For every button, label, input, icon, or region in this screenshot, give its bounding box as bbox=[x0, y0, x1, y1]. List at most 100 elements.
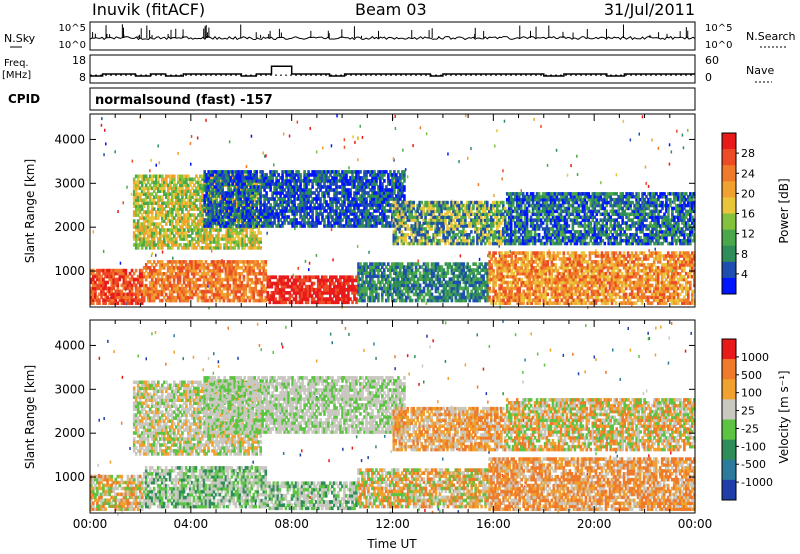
echo-cell bbox=[282, 284, 286, 289]
echo-cell bbox=[550, 271, 554, 276]
echo-cell bbox=[142, 272, 146, 276]
echo-cell bbox=[359, 271, 362, 276]
echo-cell bbox=[106, 295, 109, 300]
echo-cell bbox=[393, 298, 396, 303]
echo-cell bbox=[239, 228, 242, 232]
echo-cell bbox=[622, 260, 626, 264]
echo-cell bbox=[542, 251, 546, 255]
echo-cell bbox=[666, 274, 670, 279]
echo-cell bbox=[150, 269, 154, 273]
echo-cell bbox=[181, 177, 184, 182]
echo-cell bbox=[648, 269, 652, 273]
echo-cell bbox=[582, 266, 586, 270]
echo-cell bbox=[480, 274, 483, 279]
echo-cell bbox=[243, 222, 246, 226]
echo-cell bbox=[458, 286, 462, 291]
echo-cell bbox=[146, 192, 150, 196]
echo-cell bbox=[494, 301, 497, 305]
echo-cell bbox=[636, 280, 640, 285]
echo-cell bbox=[234, 289, 238, 294]
echo-cell bbox=[92, 295, 95, 300]
echo-cell bbox=[220, 292, 224, 297]
echo-cell bbox=[572, 260, 576, 264]
echo-speck bbox=[576, 173, 579, 176]
echo-cell bbox=[142, 204, 146, 208]
echo-cell bbox=[218, 280, 222, 285]
echo-cell bbox=[534, 289, 538, 294]
echo-speck bbox=[647, 184, 650, 188]
echo-cell bbox=[320, 294, 324, 298]
echo-cell bbox=[478, 292, 481, 297]
echo-cell bbox=[177, 213, 180, 217]
echo-cell bbox=[658, 298, 662, 303]
echo-cell bbox=[490, 257, 493, 261]
echo-cell bbox=[158, 289, 162, 294]
echo-cell bbox=[216, 269, 220, 273]
echo-cell bbox=[528, 274, 532, 279]
echo-cell bbox=[159, 186, 162, 191]
echo-cell bbox=[155, 228, 158, 232]
echo-cell bbox=[538, 266, 542, 270]
echo-cell bbox=[510, 283, 514, 288]
echo-cell bbox=[412, 280, 416, 285]
echo-cell bbox=[578, 260, 582, 264]
echo-cell bbox=[220, 269, 224, 273]
echo-cell bbox=[658, 251, 662, 255]
echo-cell bbox=[602, 292, 606, 297]
echo-cell bbox=[568, 280, 572, 285]
echo-cell bbox=[496, 298, 499, 303]
echo-cell bbox=[452, 289, 456, 294]
echo-cell bbox=[209, 200, 212, 204]
echo-cell bbox=[548, 277, 552, 282]
echo-cell bbox=[136, 198, 140, 202]
echo-speck bbox=[641, 115, 644, 119]
echo-cell bbox=[205, 221, 208, 225]
echo-cell bbox=[418, 286, 422, 291]
echo-cell bbox=[578, 277, 582, 282]
echo-cell bbox=[157, 246, 160, 250]
echo-cell bbox=[260, 283, 264, 288]
echo-cell bbox=[124, 286, 128, 291]
echo-cell bbox=[683, 254, 686, 258]
echo-cell bbox=[642, 251, 646, 255]
echo-cell bbox=[163, 183, 166, 188]
echo-cell bbox=[508, 289, 512, 294]
echo-cell bbox=[178, 286, 182, 291]
echo-cell bbox=[482, 280, 485, 285]
echo-cell bbox=[566, 251, 570, 255]
echo-cell bbox=[152, 234, 156, 238]
echo-cell bbox=[114, 277, 118, 282]
echo-cell bbox=[540, 277, 544, 282]
echo-cell bbox=[532, 298, 536, 303]
echo-cell bbox=[526, 254, 530, 258]
echo-cell bbox=[357, 280, 360, 285]
echo-cell bbox=[329, 278, 332, 283]
echo-cell bbox=[687, 263, 690, 267]
echo-cell bbox=[199, 174, 202, 179]
echo-cell bbox=[638, 263, 642, 267]
echo-cell bbox=[170, 283, 174, 288]
echo-cell bbox=[586, 274, 590, 279]
echo-cell bbox=[236, 263, 240, 267]
echo-cell bbox=[566, 277, 570, 282]
echo-cell bbox=[624, 280, 628, 285]
echo-cell bbox=[534, 266, 538, 270]
echo-cell bbox=[514, 263, 518, 267]
echo-cell bbox=[205, 206, 208, 210]
echo-cell bbox=[201, 192, 204, 196]
echo-cell bbox=[510, 260, 514, 264]
echo-cell bbox=[590, 271, 594, 276]
echo-cell bbox=[171, 207, 174, 211]
echo-cell bbox=[118, 268, 122, 273]
echo-cell bbox=[458, 274, 462, 279]
echo-cell bbox=[192, 266, 196, 270]
echo-cell bbox=[185, 219, 188, 223]
echo-cell bbox=[628, 257, 632, 261]
echo-cell bbox=[610, 292, 614, 297]
echo-cell bbox=[128, 286, 132, 291]
echo-cell bbox=[363, 289, 366, 294]
echo-cell bbox=[164, 298, 168, 303]
echo-cell bbox=[122, 277, 126, 282]
echo-cell bbox=[652, 251, 656, 255]
echo-cell bbox=[626, 301, 630, 305]
